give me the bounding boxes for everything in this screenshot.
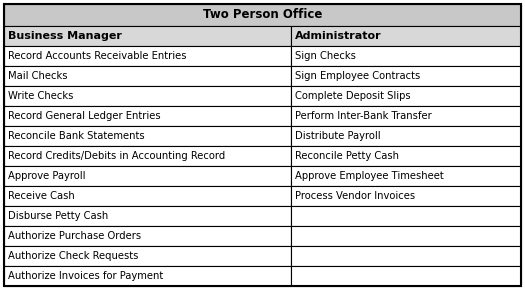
Text: Reconcile Bank Statements: Reconcile Bank Statements (8, 131, 144, 141)
Bar (4, 126, 291, 146)
Bar (4, 206, 291, 226)
Bar (291, 226, 521, 246)
Bar (291, 26, 521, 46)
Text: Authorize Invoices for Payment: Authorize Invoices for Payment (8, 271, 163, 281)
Bar (291, 126, 521, 146)
Bar (291, 186, 521, 206)
Bar (291, 166, 521, 186)
Text: Disburse Petty Cash: Disburse Petty Cash (8, 211, 108, 221)
Bar (4, 246, 291, 266)
Bar (4, 4, 521, 26)
Text: Receive Cash: Receive Cash (8, 191, 75, 201)
Text: Administrator: Administrator (295, 31, 382, 41)
Text: Perform Inter-Bank Transfer: Perform Inter-Bank Transfer (295, 111, 432, 121)
Bar (4, 226, 291, 246)
Bar (4, 46, 291, 66)
Text: Record General Ledger Entries: Record General Ledger Entries (8, 111, 161, 121)
Text: Sign Employee Contracts: Sign Employee Contracts (295, 71, 420, 81)
Text: Reconcile Petty Cash: Reconcile Petty Cash (295, 151, 399, 161)
Bar (4, 266, 291, 286)
Bar (291, 66, 521, 86)
Bar (291, 106, 521, 126)
Bar (291, 86, 521, 106)
Bar (291, 246, 521, 266)
Text: Approve Payroll: Approve Payroll (8, 171, 86, 181)
Text: Write Checks: Write Checks (8, 91, 74, 101)
Text: Two Person Office: Two Person Office (203, 9, 322, 21)
Bar (291, 266, 521, 286)
Text: Business Manager: Business Manager (8, 31, 122, 41)
Text: Approve Employee Timesheet: Approve Employee Timesheet (295, 171, 444, 181)
Bar (4, 26, 291, 46)
Bar (4, 86, 291, 106)
Bar (291, 206, 521, 226)
Text: Authorize Check Requests: Authorize Check Requests (8, 251, 139, 261)
Bar (4, 66, 291, 86)
Text: Distribute Payroll: Distribute Payroll (295, 131, 381, 141)
Text: Record Accounts Receivable Entries: Record Accounts Receivable Entries (8, 51, 186, 61)
Bar (4, 146, 291, 166)
Text: Mail Checks: Mail Checks (8, 71, 68, 81)
Text: Authorize Purchase Orders: Authorize Purchase Orders (8, 231, 141, 241)
Bar (4, 166, 291, 186)
Bar (4, 186, 291, 206)
Text: Record Credits/Debits in Accounting Record: Record Credits/Debits in Accounting Reco… (8, 151, 225, 161)
Bar (291, 146, 521, 166)
Bar (4, 106, 291, 126)
Bar (291, 46, 521, 66)
Text: Sign Checks: Sign Checks (295, 51, 356, 61)
Text: Process Vendor Invoices: Process Vendor Invoices (295, 191, 415, 201)
Text: Complete Deposit Slips: Complete Deposit Slips (295, 91, 411, 101)
